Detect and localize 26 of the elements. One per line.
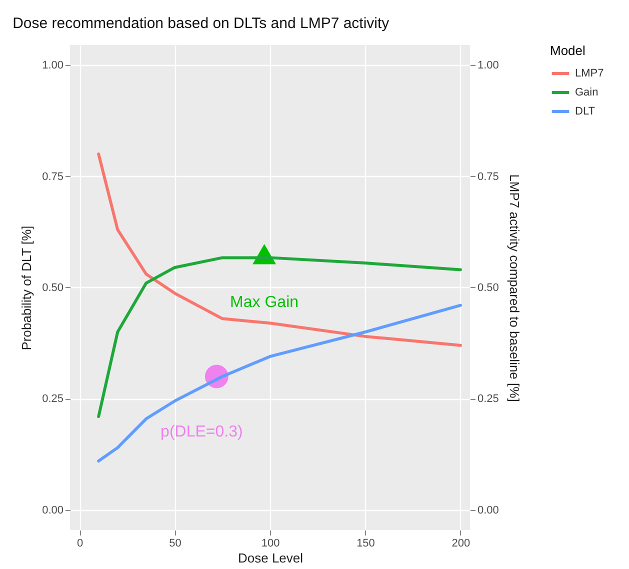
annotation: Max Gain <box>230 294 299 312</box>
y2-axis-title: LMP7 activity compared to baseline [%] <box>506 174 522 402</box>
x-tick-label: 0 <box>76 538 84 550</box>
legend-label: DLT <box>575 106 596 118</box>
x-tick-label: 200 <box>452 538 470 550</box>
y-tick-label: 0.75 <box>42 170 64 183</box>
y-axis-title: Probability of DLT [%] <box>19 226 34 350</box>
x-tick-label: 150 <box>356 538 375 550</box>
legend-label: LMP7 <box>575 68 604 80</box>
y-tick-label: 0.25 <box>42 393 64 406</box>
y2-tick-label: 0.00 <box>478 504 499 516</box>
annotation: p(DLE=0.3) <box>160 423 243 440</box>
x-axis-title: Dose Level <box>238 550 304 566</box>
legend-title: Model <box>550 43 586 58</box>
y2-tick-label: 0.75 <box>478 170 499 183</box>
chart-title: Dose recommendation based on DLTs and LMP7 activity <box>12 15 390 32</box>
y-tick-label: 0.00 <box>42 504 64 516</box>
y2-tick-label: 0.25 <box>478 393 499 406</box>
y2-tick-label: 1.00 <box>478 60 499 72</box>
line-series <box>97 152 462 347</box>
x-tick-label: 100 <box>261 538 280 550</box>
y-tick-label: 0.50 <box>42 282 64 294</box>
y2-tick-label: 0.50 <box>478 282 499 294</box>
y-tick-label: 1.00 <box>42 60 64 72</box>
legend-label: Gain <box>575 86 598 98</box>
x-tick-label: 50 <box>169 538 182 550</box>
